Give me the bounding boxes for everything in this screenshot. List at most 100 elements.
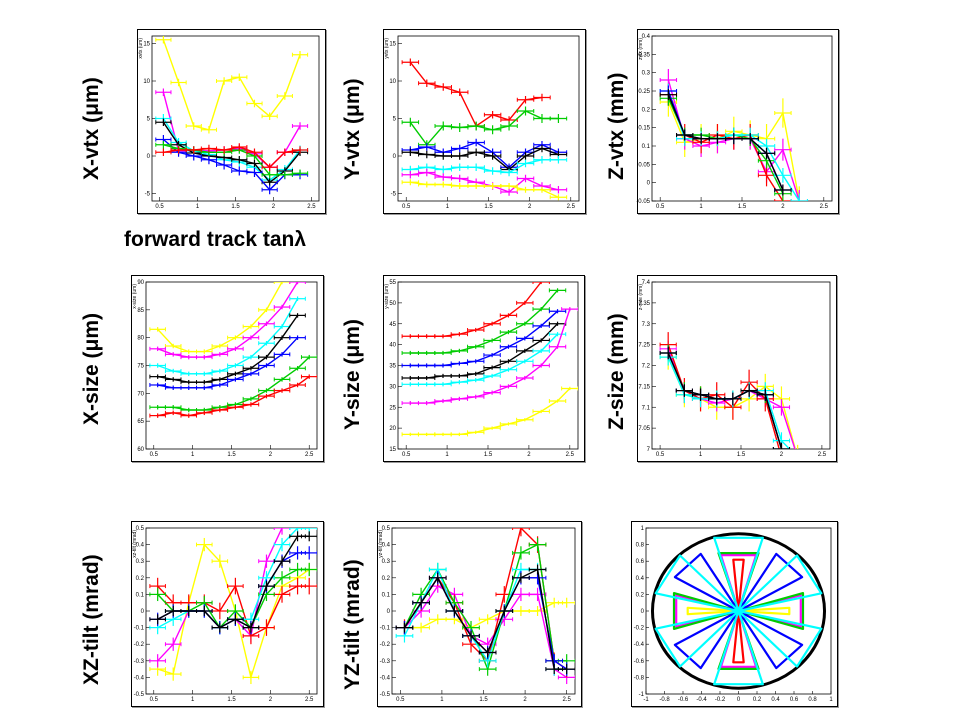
y-tick-label: 7.3: [642, 322, 651, 328]
y-tick-label: 65: [137, 419, 144, 425]
y-tick-label: 0: [147, 154, 151, 160]
x-tick-label: 0.5: [402, 452, 411, 458]
y-tick-label: 15: [389, 447, 396, 453]
y-tick-label: 10: [143, 79, 150, 85]
axis-title: yvtx (um): [384, 38, 390, 59]
x-tick-label: 2: [269, 452, 273, 458]
y-tick-label: 5: [393, 117, 397, 123]
y-tick-label: 35: [389, 364, 396, 370]
x-tick-label: 1.5: [738, 204, 747, 210]
x-tick-label: 0.6: [790, 697, 799, 703]
y-tick-label: 80: [137, 336, 144, 342]
x-tick-label: 1.5: [231, 204, 240, 210]
y-tick-label: 0: [387, 609, 391, 615]
y-tick-label: -0.1: [134, 626, 145, 632]
y-tick-label: 7: [647, 447, 651, 453]
y-tick-label: 0.2: [136, 576, 145, 582]
chart-xsize: 0.5 1 1.5 2 2.5 60 65 70 75 80 85 90x-size (um): [132, 280, 318, 458]
y-tick-label: 85: [137, 308, 144, 314]
y-tick-label: 0: [647, 181, 651, 187]
y-tick-label: -0.5: [134, 692, 145, 698]
y-tick-label: 0.3: [642, 71, 651, 77]
x-tick-label: 2.5: [567, 204, 576, 210]
ylabel-zsize: Z-size (mm): [605, 313, 628, 430]
series-line: [157, 528, 284, 662]
x-tick-label: 1: [445, 452, 449, 458]
y-tick-label: 0.5: [382, 526, 391, 532]
x-tick-label: 2.5: [305, 452, 314, 458]
axis-title: yz-tilt (mrad): [378, 530, 384, 558]
sensor-wedge: [737, 552, 804, 613]
y-tick-label: -1: [639, 692, 645, 698]
y-tick-label: 7.25: [638, 343, 650, 349]
series-line: [410, 310, 558, 367]
y-tick-label: 0.35: [638, 52, 650, 58]
y-tick-label: 60: [137, 447, 144, 453]
y-tick-label: 0.4: [642, 34, 651, 40]
x-tick-label: -0.6: [678, 697, 689, 703]
x-tick-label: 1.5: [484, 452, 493, 458]
sensor-wedge: [737, 606, 791, 616]
chart-geometry: -1 -0.8 -0.6 -0.4 -0.2 0 0.2 0.4 0.6 0.8 1 -1 -0.8 -0…: [634, 526, 834, 703]
x-tick-label: 1: [196, 204, 200, 210]
chart-zvtx: 0.5 1 1.5 2 2.5 -0.05 0 0.05 0.1 0.15 0.2 0.25 0.3 0.…: [636, 34, 833, 210]
y-tick-label: 5: [147, 117, 151, 123]
series-group: [155, 36, 309, 195]
axis-title: xvtx (um): [138, 38, 144, 59]
x-tick-label: 2: [781, 204, 785, 210]
x-tick-label: 1.5: [227, 452, 236, 458]
axis-title: zvtx (mm): [638, 38, 644, 60]
x-tick-label: 2.5: [305, 697, 314, 703]
x-tick-label: -0.2: [715, 697, 726, 703]
y-tick-label: 90: [137, 280, 144, 286]
x-tick-label: 1: [440, 697, 444, 703]
y-tick-label: -0.6: [634, 659, 645, 665]
sensor-wedge: [713, 609, 764, 686]
sensor-wedge: [713, 536, 764, 613]
y-tick-label: -0.3: [380, 659, 391, 665]
chart-xztilt: 0.5 1 1.5 2 2.5 -0.5 -0.4 -0.3 -0.2 -0.1 0 0.1 0.2 0.…: [132, 526, 318, 703]
y-tick-label: 0.6: [636, 559, 645, 565]
y-tick-label: 0.15: [638, 126, 650, 132]
series-line: [157, 282, 283, 353]
series-group: [401, 282, 578, 437]
axis-title: xz-tilt (mrad): [132, 530, 138, 558]
y-tick-label: -0.4: [380, 675, 391, 681]
y-tick-label: 70: [137, 391, 144, 397]
x-tick-label: 1.5: [227, 697, 236, 703]
y-tick-label: 15: [389, 42, 396, 48]
sensor-wedge: [686, 606, 740, 616]
plot-frame: [651, 281, 831, 450]
y-tick-label: -5: [391, 192, 397, 198]
y-tick-label: 0.2: [382, 576, 391, 582]
series-line: [162, 39, 301, 131]
x-tick-label: 1: [699, 204, 703, 210]
x-tick-label: 1: [191, 697, 195, 703]
panel-ysize: 0.5 1 1.5 2 2.5 15 20 25 30 35 40 45 50 55 y-size (um): [383, 275, 585, 462]
xlabel-forward-track: forward track tanλ: [124, 228, 307, 251]
x-tick-label: 2: [523, 697, 527, 703]
x-tick-label: -0.4: [696, 697, 707, 703]
y-tick-label: 0.3: [382, 559, 391, 565]
x-tick-label: 1.5: [737, 452, 746, 458]
x-tick-label: 1.5: [484, 204, 493, 210]
x-tick-label: 2.5: [563, 697, 572, 703]
series-group: [395, 528, 575, 685]
y-tick-label: 15: [143, 42, 150, 48]
x-tick-label: 0.5: [396, 697, 405, 703]
series-group: [659, 69, 808, 201]
ylabel-yztilt: YZ-tilt (mrad): [341, 559, 364, 690]
series-line: [667, 94, 784, 201]
x-tick-label: 0.5: [150, 697, 159, 703]
sensor-wedge: [672, 591, 740, 631]
y-tick-label: 0: [393, 154, 397, 160]
y-tick-label: 45: [389, 322, 396, 328]
x-tick-label: 2.5: [818, 452, 827, 458]
y-tick-label: 0.5: [136, 526, 145, 532]
y-tick-label: 7.15: [638, 384, 650, 390]
x-tick-label: 0.5: [402, 204, 411, 210]
sensor-wedge: [737, 591, 805, 631]
x-tick-label: -1: [643, 697, 649, 703]
y-tick-label: -0.5: [380, 692, 391, 698]
